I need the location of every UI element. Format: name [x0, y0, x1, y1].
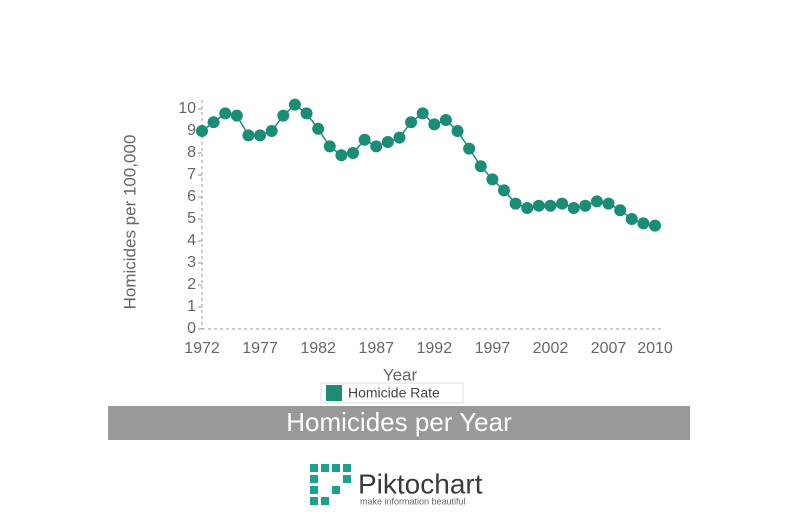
point	[254, 129, 267, 142]
logo-icon	[310, 464, 352, 506]
y-axis-label: Homicides per 100,000	[120, 135, 139, 310]
point	[486, 173, 499, 186]
y-tick-label: 10	[178, 100, 196, 117]
point	[532, 199, 545, 212]
x-tick-label: 2007	[591, 340, 627, 357]
y-tick-label: 8	[187, 144, 196, 161]
point	[242, 129, 255, 142]
point	[579, 199, 592, 212]
point	[428, 118, 441, 131]
point	[358, 133, 371, 146]
point	[544, 199, 557, 212]
point	[637, 217, 650, 230]
x-tick-label: 2002	[533, 340, 569, 357]
point	[463, 142, 476, 155]
point	[405, 116, 418, 129]
y-tick-label: 6	[187, 188, 196, 205]
y-tick-label: 7	[187, 166, 196, 183]
point	[498, 184, 510, 197]
title-banner	[108, 406, 690, 440]
point	[312, 122, 325, 135]
point	[393, 131, 406, 144]
y-tick-label: 9	[187, 122, 196, 139]
point	[451, 125, 464, 137]
x-tick-label: 1997	[475, 340, 511, 357]
x-tick-label: 1972	[184, 340, 220, 357]
y-tick-label: 0	[187, 320, 196, 337]
point	[602, 197, 615, 210]
chart-title: Homicides per Year	[286, 407, 512, 437]
point	[300, 107, 313, 120]
point	[521, 202, 534, 214]
point	[219, 107, 232, 120]
x-tick-label: 2010	[637, 340, 673, 357]
y-tick-label: 5	[187, 210, 196, 227]
point	[370, 140, 383, 153]
x-tick-label: 1977	[242, 340, 278, 357]
point	[590, 195, 603, 208]
point	[335, 149, 348, 162]
point	[381, 136, 394, 148]
point	[265, 125, 278, 137]
point	[347, 147, 359, 159]
y-tick-label: 3	[187, 254, 196, 271]
point	[567, 202, 580, 214]
point	[649, 219, 661, 232]
brand-name: Piktochart	[358, 468, 483, 499]
point	[323, 140, 336, 153]
point	[230, 109, 243, 122]
y-tick-label: 2	[187, 276, 196, 293]
point	[556, 197, 569, 210]
point	[207, 116, 220, 129]
point	[625, 213, 638, 225]
point	[439, 114, 452, 126]
legend-label: Homicide Rate	[348, 385, 440, 401]
y-tick-label: 4	[187, 232, 196, 249]
x-tick-label: 1992	[417, 340, 453, 357]
legend-box	[320, 382, 464, 404]
x-tick-label: 1987	[358, 340, 394, 357]
point	[416, 107, 429, 120]
point	[509, 197, 522, 210]
point	[196, 125, 208, 137]
brand-tagline: make information beautiful	[360, 496, 466, 506]
y-tick-label: 1	[187, 298, 196, 315]
point	[288, 98, 301, 111]
x-axis-label: Year	[383, 365, 418, 384]
point	[614, 204, 627, 217]
point	[277, 109, 290, 122]
legend-swatch	[326, 385, 342, 401]
point	[474, 160, 487, 173]
x-tick-label: 1982	[300, 340, 336, 357]
